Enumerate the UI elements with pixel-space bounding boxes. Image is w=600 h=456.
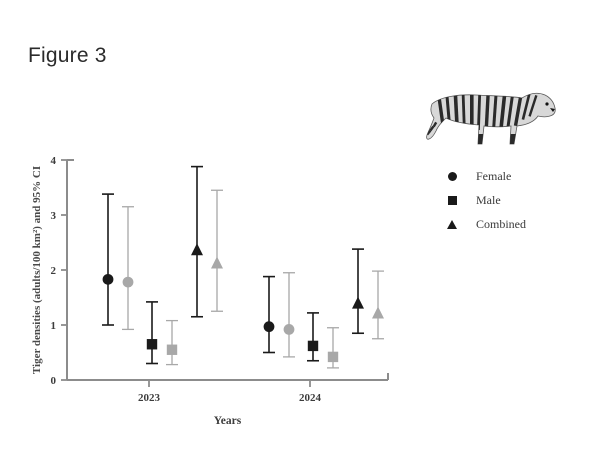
- legend-item-combined[interactable]: Combined: [438, 212, 588, 236]
- chart-axes: [61, 159, 389, 387]
- data-point-group: [352, 248, 364, 335]
- triangle-marker-icon: [191, 243, 203, 256]
- square-marker-icon: [307, 340, 319, 352]
- data-point-group: [166, 319, 178, 366]
- y-axis-tick-label: 4: [51, 155, 57, 167]
- legend-label-female: Female: [476, 168, 512, 183]
- chart-labels: 0 1 2 3 4 2023 2024 Years Tiger densities (adult…: [31, 155, 322, 427]
- x-axis-tick-label: 2023: [138, 392, 161, 404]
- triangle-marker-icon: [438, 219, 466, 229]
- chart-data-series: [102, 165, 384, 369]
- data-point-group: [283, 272, 295, 358]
- square-marker-icon: [327, 351, 339, 363]
- circle-marker-icon: [283, 324, 295, 335]
- x-axis-title: Years: [214, 415, 242, 427]
- data-point-group: [102, 193, 114, 326]
- square-marker-icon: [438, 195, 466, 205]
- page-title: Figure 3: [28, 44, 107, 67]
- triangle-marker-icon: [372, 306, 384, 319]
- data-point-group: [307, 312, 319, 362]
- data-point-group: [263, 275, 275, 354]
- y-axis-tick-label: 0: [51, 375, 57, 387]
- data-point-group: [146, 301, 158, 365]
- legend-item-female[interactable]: Female: [438, 164, 588, 188]
- triangle-marker-icon: [211, 256, 223, 269]
- data-point-group: [211, 189, 223, 312]
- data-point-group: [327, 327, 339, 369]
- data-point-group: [122, 206, 134, 331]
- data-point-group: [372, 270, 384, 340]
- square-marker-icon: [166, 344, 178, 355]
- chart-legend: Female Male Combined: [438, 164, 588, 236]
- y-axis-tick-label: 3: [51, 210, 57, 222]
- y-axis-tick-label: 2: [51, 265, 57, 277]
- legend-label-male: Male: [476, 192, 501, 207]
- circle-marker-icon: [263, 321, 275, 333]
- square-marker-icon: [146, 339, 158, 350]
- legend-label-combined: Combined: [476, 216, 526, 231]
- circle-marker-icon: [438, 171, 466, 181]
- triangle-marker-icon: [352, 296, 364, 309]
- circle-marker-icon: [102, 273, 114, 285]
- legend-item-male[interactable]: Male: [438, 188, 588, 212]
- x-axis-tick-label: 2024: [299, 392, 322, 404]
- circle-marker-icon: [122, 276, 134, 288]
- y-axis-tick-label: 1: [51, 320, 57, 332]
- tiger-illustration: [414, 82, 564, 162]
- y-axis-title: Tiger densities (adults/100 km²) and 95%…: [31, 166, 43, 374]
- data-point-group: [191, 165, 203, 318]
